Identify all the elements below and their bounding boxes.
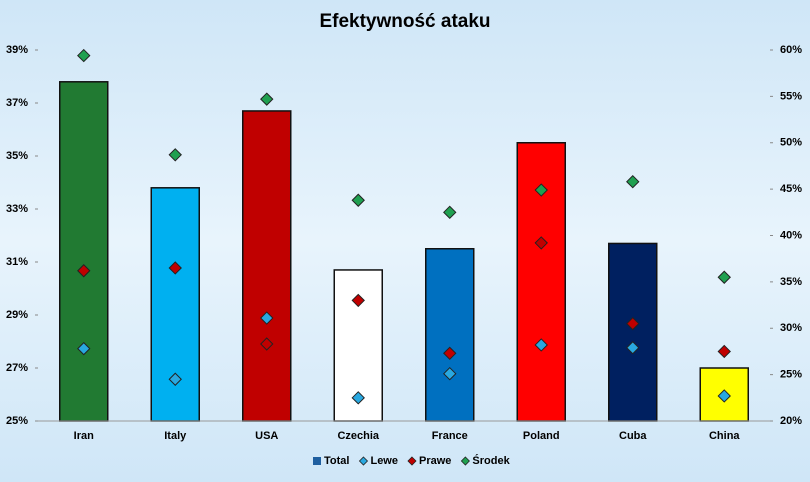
legend-label: Total: [324, 455, 349, 467]
legend-marker: [407, 456, 417, 466]
diamond-marker: [443, 205, 457, 220]
diamond-marker: [351, 293, 365, 308]
y-tick-label: 25%: [6, 415, 28, 427]
bar: [608, 242, 658, 422]
diamond-marker: [443, 346, 457, 361]
y-tick-label: 31%: [6, 256, 28, 268]
y2-tick-label: 25%: [780, 369, 802, 381]
x-tick-label: Iran: [74, 430, 94, 442]
diamond-marker: [77, 341, 91, 356]
y-tick-label: 29%: [6, 309, 28, 321]
diamond-marker: [168, 148, 182, 162]
y-tick-label: 33%: [6, 203, 28, 215]
diamond-marker: [260, 92, 274, 106]
diamond-marker: [626, 341, 640, 355]
x-tick-label: Italy: [164, 430, 187, 442]
y2-tick-label: 30%: [780, 322, 802, 334]
diamond-marker: [260, 337, 274, 351]
legend-label: Prawe: [419, 455, 451, 467]
y2-tick-label: 50%: [780, 137, 802, 149]
legend-marker: [358, 456, 369, 466]
y2-tick-label: 55%: [780, 90, 802, 102]
bar: [425, 248, 475, 422]
diamond-marker: [534, 183, 548, 197]
diamond-marker: [77, 48, 91, 63]
y2-tick-label: 45%: [780, 183, 802, 195]
x-tick-label: Czechia: [337, 430, 379, 442]
diamond-marker: [77, 264, 91, 278]
diamond-marker: [260, 311, 274, 325]
diamond-marker: [168, 372, 182, 386]
y-tick-label: 35%: [6, 150, 28, 162]
diamond-marker: [626, 174, 640, 189]
x-tick-label: Poland: [523, 430, 560, 442]
diamond-marker: [351, 391, 365, 405]
legend-label: Lewe: [370, 455, 398, 467]
diamond-marker: [717, 389, 731, 403]
diamond-marker: [626, 316, 640, 331]
diamond-marker: [534, 338, 548, 352]
bar: [150, 187, 200, 422]
x-tick-label: China: [709, 430, 740, 442]
legend-marker: [460, 456, 470, 466]
diamond-marker: [534, 236, 548, 250]
y-tick-label: 37%: [6, 97, 28, 109]
chart-title: Efektywność ataku: [319, 11, 490, 32]
y-tick-label: 27%: [6, 362, 28, 374]
diamond-marker: [717, 270, 731, 284]
x-tick-label: USA: [255, 430, 278, 442]
x-tick-label: France: [432, 430, 468, 442]
y2-tick-label: 60%: [780, 44, 802, 56]
diamond-marker: [168, 261, 182, 275]
legend-label: Środek: [472, 454, 510, 467]
bar: [242, 110, 292, 422]
diamond-marker: [717, 344, 731, 359]
y2-tick-label: 40%: [780, 229, 802, 241]
x-tick-label: Cuba: [619, 430, 647, 442]
bar: [59, 81, 109, 422]
y2-tick-label: 35%: [780, 276, 802, 288]
legend-marker: [313, 457, 321, 465]
y-tick-label: 39%: [6, 44, 28, 56]
y2-tick-label: 20%: [780, 415, 802, 427]
diamond-marker: [443, 366, 457, 381]
diamond-marker: [351, 193, 365, 207]
